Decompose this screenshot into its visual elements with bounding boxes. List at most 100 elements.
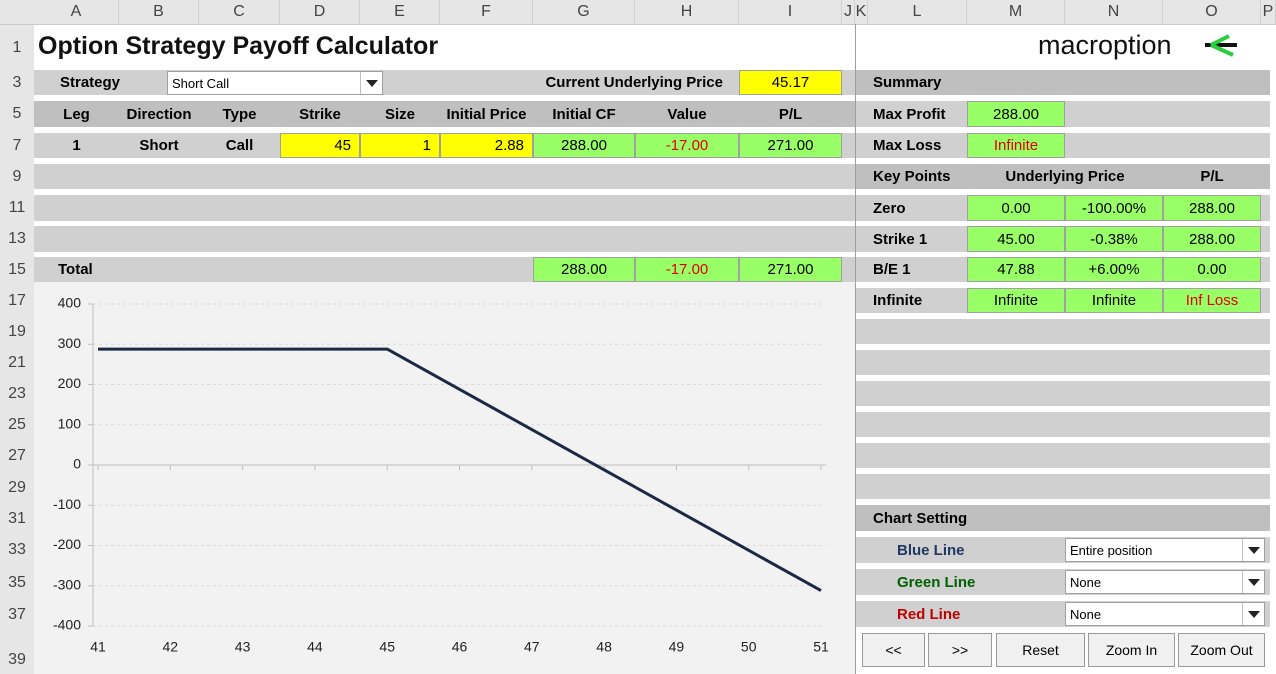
key-points-column-header: Underlying Price bbox=[1005, 168, 1125, 185]
column-header: K bbox=[855, 0, 868, 24]
column-header: F bbox=[440, 0, 533, 24]
x-tick-label: 45 bbox=[379, 639, 395, 655]
legs-cell: -17.00 bbox=[635, 133, 739, 158]
y-tick-label: 100 bbox=[58, 415, 82, 431]
y-tick-label: 400 bbox=[58, 295, 82, 311]
row-band bbox=[856, 350, 1270, 375]
row-header-bg bbox=[0, 24, 34, 674]
legs-column-header: Strike bbox=[299, 105, 341, 123]
legs-cell: Short bbox=[139, 137, 179, 154]
button[interactable]: Reset bbox=[996, 633, 1085, 667]
y-tick-label: 0 bbox=[73, 456, 81, 472]
dropdown-arrow[interactable] bbox=[360, 72, 382, 94]
logo-icon bbox=[1205, 34, 1237, 57]
row-header: 29 bbox=[8, 479, 26, 496]
y-tick-label: 300 bbox=[58, 335, 82, 351]
row-header: 23 bbox=[8, 385, 26, 402]
key-point-value: Infinite bbox=[1065, 288, 1163, 313]
row-header: 11 bbox=[8, 199, 26, 216]
key-points-column-header: P/L bbox=[1200, 168, 1224, 185]
setting-label: Red Line bbox=[897, 605, 961, 623]
legs-cell: 271.00 bbox=[739, 133, 842, 158]
strategy-label: Strategy bbox=[60, 74, 121, 91]
dropdown-arrow[interactable] bbox=[1242, 571, 1264, 593]
underlying-label: Current Underlying Price bbox=[545, 74, 723, 91]
row-header: 25 bbox=[8, 416, 26, 433]
corner bbox=[0, 0, 34, 24]
column-header: D bbox=[280, 0, 360, 24]
column-divider bbox=[855, 24, 856, 674]
key-point-label: B/E 1 bbox=[873, 261, 911, 278]
row-header: 19 bbox=[8, 323, 26, 340]
row-band bbox=[856, 70, 1270, 95]
summary-value: Infinite bbox=[967, 133, 1065, 158]
column-header: L bbox=[868, 0, 967, 24]
x-tick-label: 50 bbox=[741, 639, 757, 655]
key-point-value: 45.00 bbox=[967, 226, 1065, 252]
button[interactable]: Zoom In bbox=[1088, 633, 1175, 667]
setting-dropdown[interactable]: None bbox=[1065, 602, 1265, 626]
row-header: 13 bbox=[8, 230, 26, 247]
row-band bbox=[856, 164, 1270, 189]
column-header: J bbox=[842, 0, 855, 24]
row-header: 37 bbox=[8, 606, 26, 623]
row-header: 1 bbox=[12, 39, 22, 56]
legs-column-header: Initial CF bbox=[552, 105, 616, 123]
row-band bbox=[856, 412, 1270, 437]
legs-column-header: Type bbox=[222, 105, 257, 123]
setting-dropdown[interactable]: Entire position bbox=[1065, 538, 1265, 562]
row-header: 35 bbox=[8, 574, 26, 591]
key-point-value: 0.00 bbox=[1163, 257, 1261, 282]
payoff-line bbox=[98, 347, 822, 592]
legs-cell: 288.00 bbox=[533, 133, 635, 158]
key-point-value: Infinite bbox=[967, 288, 1065, 313]
row-header: 5 bbox=[12, 105, 22, 122]
sheet-divider bbox=[0, 24, 1276, 25]
column-header: E bbox=[360, 0, 440, 24]
strategy-dropdown[interactable]: Short Call bbox=[167, 71, 383, 95]
key-point-value: 288.00 bbox=[1163, 195, 1261, 221]
button[interactable]: << bbox=[862, 633, 925, 667]
setting-dropdown[interactable]: None bbox=[1065, 570, 1265, 594]
legs-cell: 2.88 bbox=[440, 133, 533, 158]
x-tick-label: 42 bbox=[163, 639, 179, 655]
x-tick-label: 49 bbox=[669, 639, 685, 655]
arrow-icon bbox=[1247, 546, 1260, 554]
key-point-label: Infinite bbox=[873, 292, 923, 309]
summary-label: Max Profit bbox=[873, 105, 946, 123]
legs-column-header: Direction bbox=[126, 105, 192, 123]
key-point-value: -100.00% bbox=[1065, 195, 1163, 221]
row-band bbox=[34, 226, 855, 252]
row-header: 9 bbox=[12, 168, 22, 185]
y-tick-label: -400 bbox=[53, 617, 81, 633]
y-tick-label: -100 bbox=[53, 496, 81, 512]
row-band bbox=[34, 101, 855, 127]
x-tick-label: 41 bbox=[90, 639, 106, 655]
row-header: 7 bbox=[12, 137, 22, 154]
setting-label: Blue Line bbox=[897, 541, 965, 559]
row-band bbox=[856, 505, 1270, 531]
column-header: M bbox=[967, 0, 1065, 24]
row-header: 15 bbox=[8, 261, 26, 278]
legs-cell: Call bbox=[225, 137, 254, 154]
x-tick-label: 48 bbox=[596, 639, 612, 655]
button[interactable]: >> bbox=[928, 633, 992, 667]
summary-value: 288.00 bbox=[967, 101, 1065, 127]
row-header: 3 bbox=[12, 74, 22, 91]
dropdown-arrow[interactable] bbox=[1242, 539, 1264, 561]
button[interactable]: Zoom Out bbox=[1178, 633, 1265, 667]
column-header: H bbox=[635, 0, 739, 24]
column-header: G bbox=[533, 0, 635, 24]
key-point-value: 288.00 bbox=[1163, 226, 1261, 252]
row-header: 31 bbox=[8, 510, 26, 527]
column-header: N bbox=[1065, 0, 1163, 24]
legs-column-header: Initial Price bbox=[446, 105, 527, 123]
legs-column-header: Leg bbox=[63, 105, 90, 123]
row-band bbox=[34, 195, 855, 221]
row-band bbox=[34, 164, 855, 189]
legs-column-header: Size bbox=[384, 105, 415, 123]
legs-cell: 1 bbox=[72, 137, 81, 154]
key-point-value: 47.88 bbox=[967, 257, 1065, 282]
column-header: I bbox=[739, 0, 842, 24]
dropdown-arrow[interactable] bbox=[1242, 603, 1264, 625]
